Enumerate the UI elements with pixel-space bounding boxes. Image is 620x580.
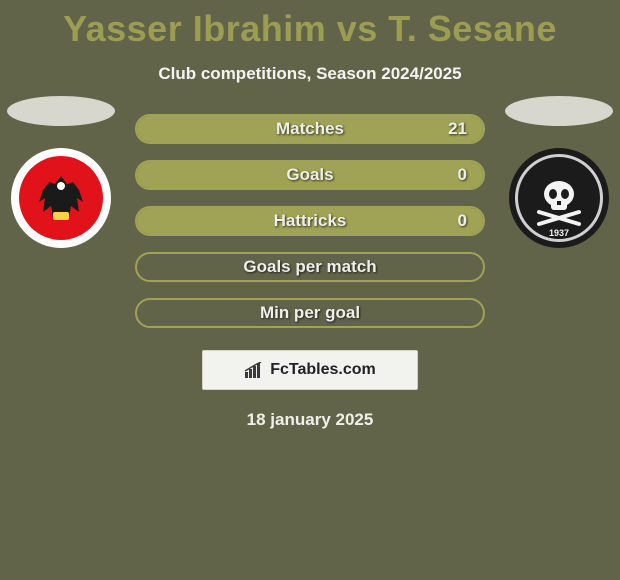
comparison-row: Matches21Goals0Hattricks0Goals per match… [0,114,620,328]
stat-bar-value: 21 [448,116,467,142]
al-ahly-crest [11,148,111,248]
left-player-column [6,96,116,248]
stat-bar: Goals per match [135,252,485,282]
stat-bar-label: Min per goal [137,300,483,326]
left-ellipse [7,96,115,126]
date-text: 18 january 2025 [247,410,374,430]
brand-text: FcTables.com [270,361,376,379]
infographic-root: Yasser Ibrahim vs T. Sesane Club competi… [0,0,620,580]
crest-year: 1937 [509,228,609,238]
stat-bar: Matches21 [135,114,485,144]
stat-bar: Min per goal [135,298,485,328]
right-ellipse [505,96,613,126]
stat-bar-value: 0 [458,208,467,234]
page-title: Yasser Ibrahim vs T. Sesane [63,8,557,50]
bars-icon [244,362,264,378]
stat-bar-label: Matches [137,116,483,142]
crest-inner [19,156,103,240]
stat-bar: Hattricks0 [135,206,485,236]
stat-bar: Goals0 [135,160,485,190]
eagle-icon [31,172,91,224]
stat-bar-label: Goals [137,162,483,188]
stat-bars: Matches21Goals0Hattricks0Goals per match… [135,114,485,328]
brand-box: FcTables.com [202,350,418,390]
orlando-pirates-crest: 1937 [509,148,609,248]
right-player-column: 1937 [504,96,614,248]
stat-bar-value: 0 [458,162,467,188]
stat-bar-label: Goals per match [137,254,483,280]
stat-bar-label: Hattricks [137,208,483,234]
subtitle: Club competitions, Season 2024/2025 [158,64,461,84]
